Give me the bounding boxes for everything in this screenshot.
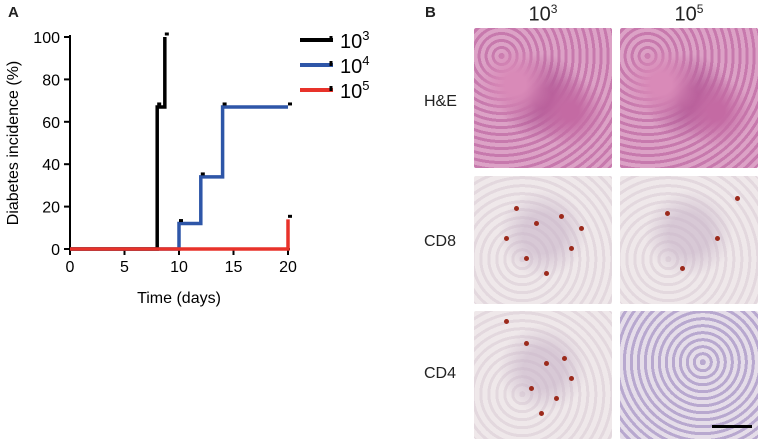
row-label-cd8: CD8 (424, 233, 457, 250)
column-header-1: 103 (528, 2, 558, 26)
micrograph-he-10-5 (620, 28, 758, 168)
x-tick-label-1: 5 (120, 259, 129, 276)
incidence-chart: 0 20 40 60 80 100 0 5 10 15 20 Time (days) Diabetes … (5, 28, 369, 307)
row-label-cd4: CD4 (424, 365, 457, 382)
x-axis-label: Time (days) (137, 290, 221, 307)
legend-label-0: 103 (340, 28, 369, 53)
legend-label-2: 105 (340, 78, 369, 103)
panel-a-letter: A (8, 4, 19, 21)
scale-bar (712, 425, 752, 428)
micrograph-cd8-10-5 (620, 176, 758, 304)
column-header-2: 105 (674, 2, 704, 26)
panel-b-letter: B (425, 4, 436, 21)
legend-label-1: 104 (340, 53, 369, 78)
row-label-he: H&E (424, 93, 457, 110)
x-tick-label-4: 20 (279, 259, 297, 276)
x-tick-label-3: 15 (225, 259, 243, 276)
y-tick-label-5: 100 (33, 30, 60, 47)
micrograph-cd4-10-3 (474, 311, 612, 439)
micrograph-cd4-10-5 (620, 311, 758, 439)
y-tick-label-4: 80 (42, 72, 60, 89)
micrograph-cd8-10-3 (474, 176, 612, 304)
series-line-1 (70, 105, 288, 251)
x-tick-label-0: 0 (66, 259, 75, 276)
y-tick-label-2: 40 (42, 157, 60, 174)
x-tick-label-2: 10 (170, 259, 188, 276)
y-axis-label: Diabetes incidence (%) (5, 61, 22, 226)
y-tick-label-3: 60 (42, 115, 60, 132)
y-tick-label-1: 20 (42, 200, 60, 217)
y-tick-label-0: 0 (51, 242, 60, 259)
series-line-2 (70, 219, 290, 251)
micrograph-he-10-3 (474, 28, 612, 168)
series-line-0 (70, 37, 167, 251)
